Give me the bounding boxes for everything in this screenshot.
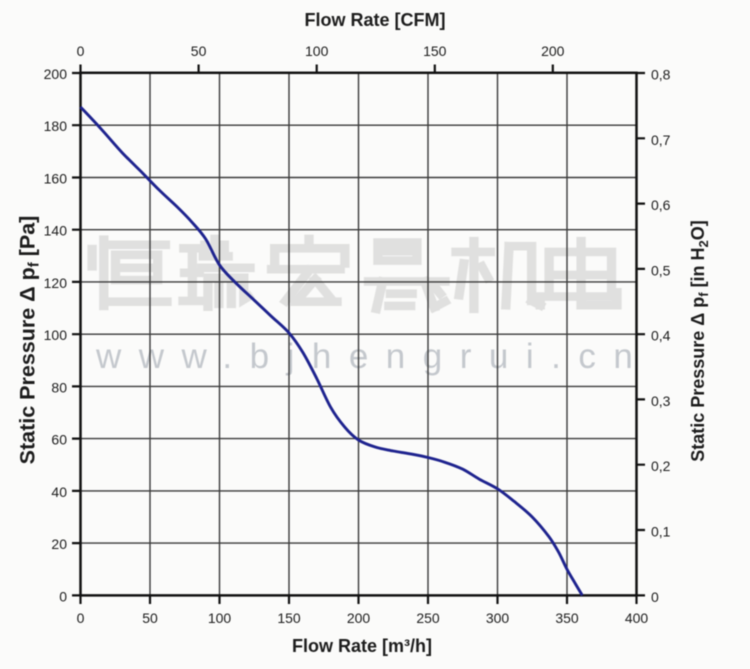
svg-text:0,5: 0,5 [651, 262, 671, 278]
svg-text:140: 140 [44, 223, 68, 239]
svg-text:150: 150 [277, 610, 301, 626]
svg-text:160: 160 [44, 171, 68, 187]
svg-text:200: 200 [347, 610, 371, 626]
svg-text:50: 50 [142, 610, 158, 626]
svg-text:0,1: 0,1 [651, 524, 671, 540]
svg-text:350: 350 [555, 610, 579, 626]
svg-text:200: 200 [541, 43, 565, 59]
svg-text:0,3: 0,3 [651, 393, 671, 409]
svg-text:120: 120 [44, 275, 68, 291]
svg-text:100: 100 [44, 327, 68, 343]
svg-text:300: 300 [486, 610, 510, 626]
svg-text:0,7: 0,7 [651, 132, 671, 148]
svg-text:80: 80 [51, 379, 67, 395]
svg-text:0,4: 0,4 [651, 328, 671, 344]
svg-text:250: 250 [416, 610, 440, 626]
svg-text:0: 0 [651, 589, 659, 605]
svg-text:0,6: 0,6 [651, 197, 671, 213]
svg-text:0: 0 [77, 610, 85, 626]
svg-text:0,8: 0,8 [651, 67, 671, 83]
svg-text:400: 400 [625, 610, 649, 626]
svg-text:180: 180 [44, 118, 68, 134]
svg-text:50: 50 [191, 43, 207, 59]
svg-text:100: 100 [305, 43, 329, 59]
svg-text:20: 20 [51, 536, 67, 552]
svg-text:www.bjhengrui.cn: www.bjhengrui.cn [95, 337, 650, 376]
svg-text:150: 150 [423, 43, 447, 59]
svg-text:Flow Rate [CFM]: Flow Rate [CFM] [305, 10, 446, 30]
svg-text:Flow Rate [m³/h]: Flow Rate [m³/h] [292, 636, 432, 656]
svg-text:200: 200 [44, 66, 68, 82]
svg-text:0: 0 [77, 43, 85, 59]
svg-text:100: 100 [208, 610, 232, 626]
svg-text:Static Pressure Δ pf [in H2O]: Static Pressure Δ pf [in H2O] [688, 220, 711, 462]
svg-text:0: 0 [59, 588, 67, 604]
svg-text:40: 40 [51, 484, 67, 500]
svg-text:60: 60 [51, 432, 67, 448]
svg-text:0,2: 0,2 [651, 458, 671, 474]
svg-text:Static Pressure Δ pf [Pa]: Static Pressure Δ pf [Pa] [16, 216, 43, 465]
